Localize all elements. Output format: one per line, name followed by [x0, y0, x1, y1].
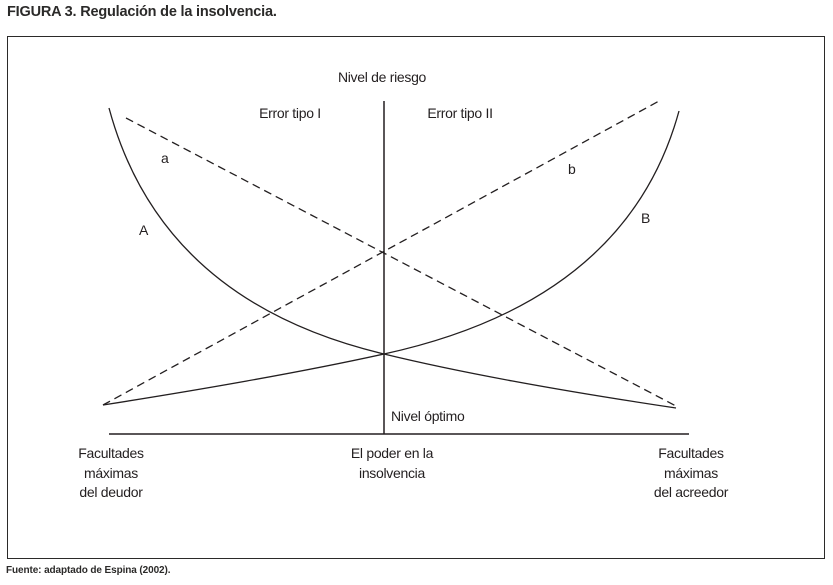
x-axis-right-label-line1: Facultades — [658, 445, 724, 461]
dashed-line-a-label: a — [161, 150, 169, 166]
dashed-line-b — [102, 100, 660, 406]
diagram-frame: Nivel de riesgo Error tipo I Error tipo … — [7, 36, 825, 559]
x-axis-right-label: Facultades máximas del acreedor — [621, 444, 761, 503]
curve-B-label: B — [641, 210, 651, 226]
error-type-2-label: Error tipo II — [427, 105, 493, 121]
optimum-level-label: Nivel óptimo — [391, 408, 465, 424]
source-note: Fuente: adaptado de Espina (2002). — [6, 565, 171, 576]
y-axis-label: Nivel de riesgo — [337, 69, 427, 85]
error-type-1-label: Error tipo I — [259, 105, 321, 121]
curve-B — [102, 110, 680, 406]
x-axis-left-label-line2: máximas — [84, 464, 138, 481]
x-axis-center-label: El poder en la insolvencia — [302, 444, 482, 483]
curve-A — [108, 107, 677, 409]
dashed-line-a — [125, 117, 677, 407]
x-axis-left-label: Facultades máximas del deudor — [41, 444, 181, 503]
x-axis-center-label-line2: insolvencia — [359, 464, 425, 481]
x-axis-center-label-line1: El poder en la — [350, 445, 434, 461]
figure-title: FIGURA 3. Regulación de la insolvencia. — [7, 4, 277, 20]
diagram-canvas — [102, 100, 689, 435]
x-axis-left-label-line3: del deudor — [79, 484, 143, 500]
dashed-line-b-label: b — [568, 161, 576, 177]
x-axis-right-label-line2: máximas — [664, 464, 718, 481]
curve-A-label: A — [139, 222, 149, 238]
x-axis-left-label-line1: Facultades — [78, 445, 144, 461]
x-axis-right-label-line3: del acreedor — [653, 484, 729, 500]
